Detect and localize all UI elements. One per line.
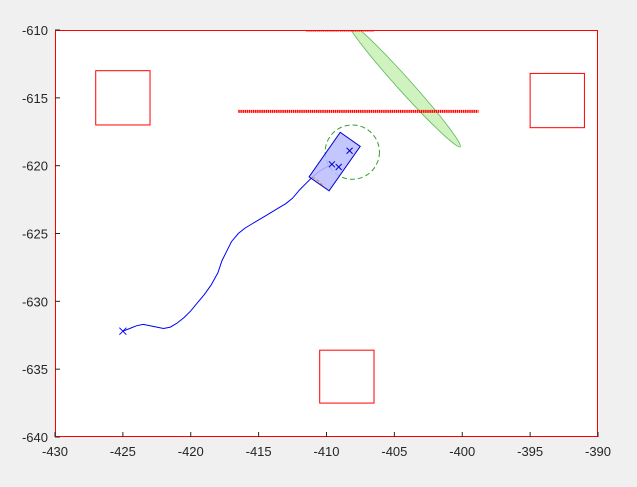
start-marker: [119, 327, 127, 336]
y-axis: -610 -615 -620 -625 -630 -635 -640: [22, 23, 60, 445]
vehicle-marker-stroke: [335, 163, 343, 171]
vehicle-marker: [328, 160, 336, 168]
obstacle-square: [319, 349, 375, 404]
obstacle-square: [529, 72, 585, 129]
vehicle-marker: [335, 163, 343, 171]
safety-circle: [324, 124, 380, 180]
x-tick-label: -430: [42, 444, 68, 459]
y-tick-label: -610: [22, 23, 48, 38]
x-axis: -430 -425 -420 -415 -410 -405 -400 -395 -390: [42, 432, 611, 459]
x-tick-label: -420: [178, 444, 204, 459]
y-tick-label: -630: [22, 294, 48, 309]
obstacle-square: [95, 70, 151, 126]
uncertainty-ellipse: [346, 30, 461, 148]
x-tick-label: -405: [381, 444, 407, 459]
plot-marks: [95, 30, 585, 404]
y-tick-label: -620: [22, 159, 48, 174]
y-tick-label: -615: [22, 91, 48, 106]
vehicle-marker-stroke: [328, 160, 336, 168]
x-tick-label: -395: [517, 444, 543, 459]
start-marker-stroke: [119, 327, 127, 336]
x-tick-label: -410: [313, 444, 339, 459]
trajectory-line: [122, 162, 334, 332]
x-tick-label: -425: [110, 444, 136, 459]
x-tick-label: -390: [585, 444, 611, 459]
vehicle-marker-stroke: [346, 147, 353, 155]
x-tick-label: -400: [449, 444, 475, 459]
plot-area: [55, 30, 598, 437]
vehicle-marker: [346, 147, 353, 155]
y-tick-label: -635: [22, 362, 48, 377]
y-tick-label: -640: [22, 430, 48, 445]
x-tick-label: -415: [246, 444, 272, 459]
heading-arc: [312, 176, 324, 187]
y-tick-label: -625: [22, 227, 48, 242]
